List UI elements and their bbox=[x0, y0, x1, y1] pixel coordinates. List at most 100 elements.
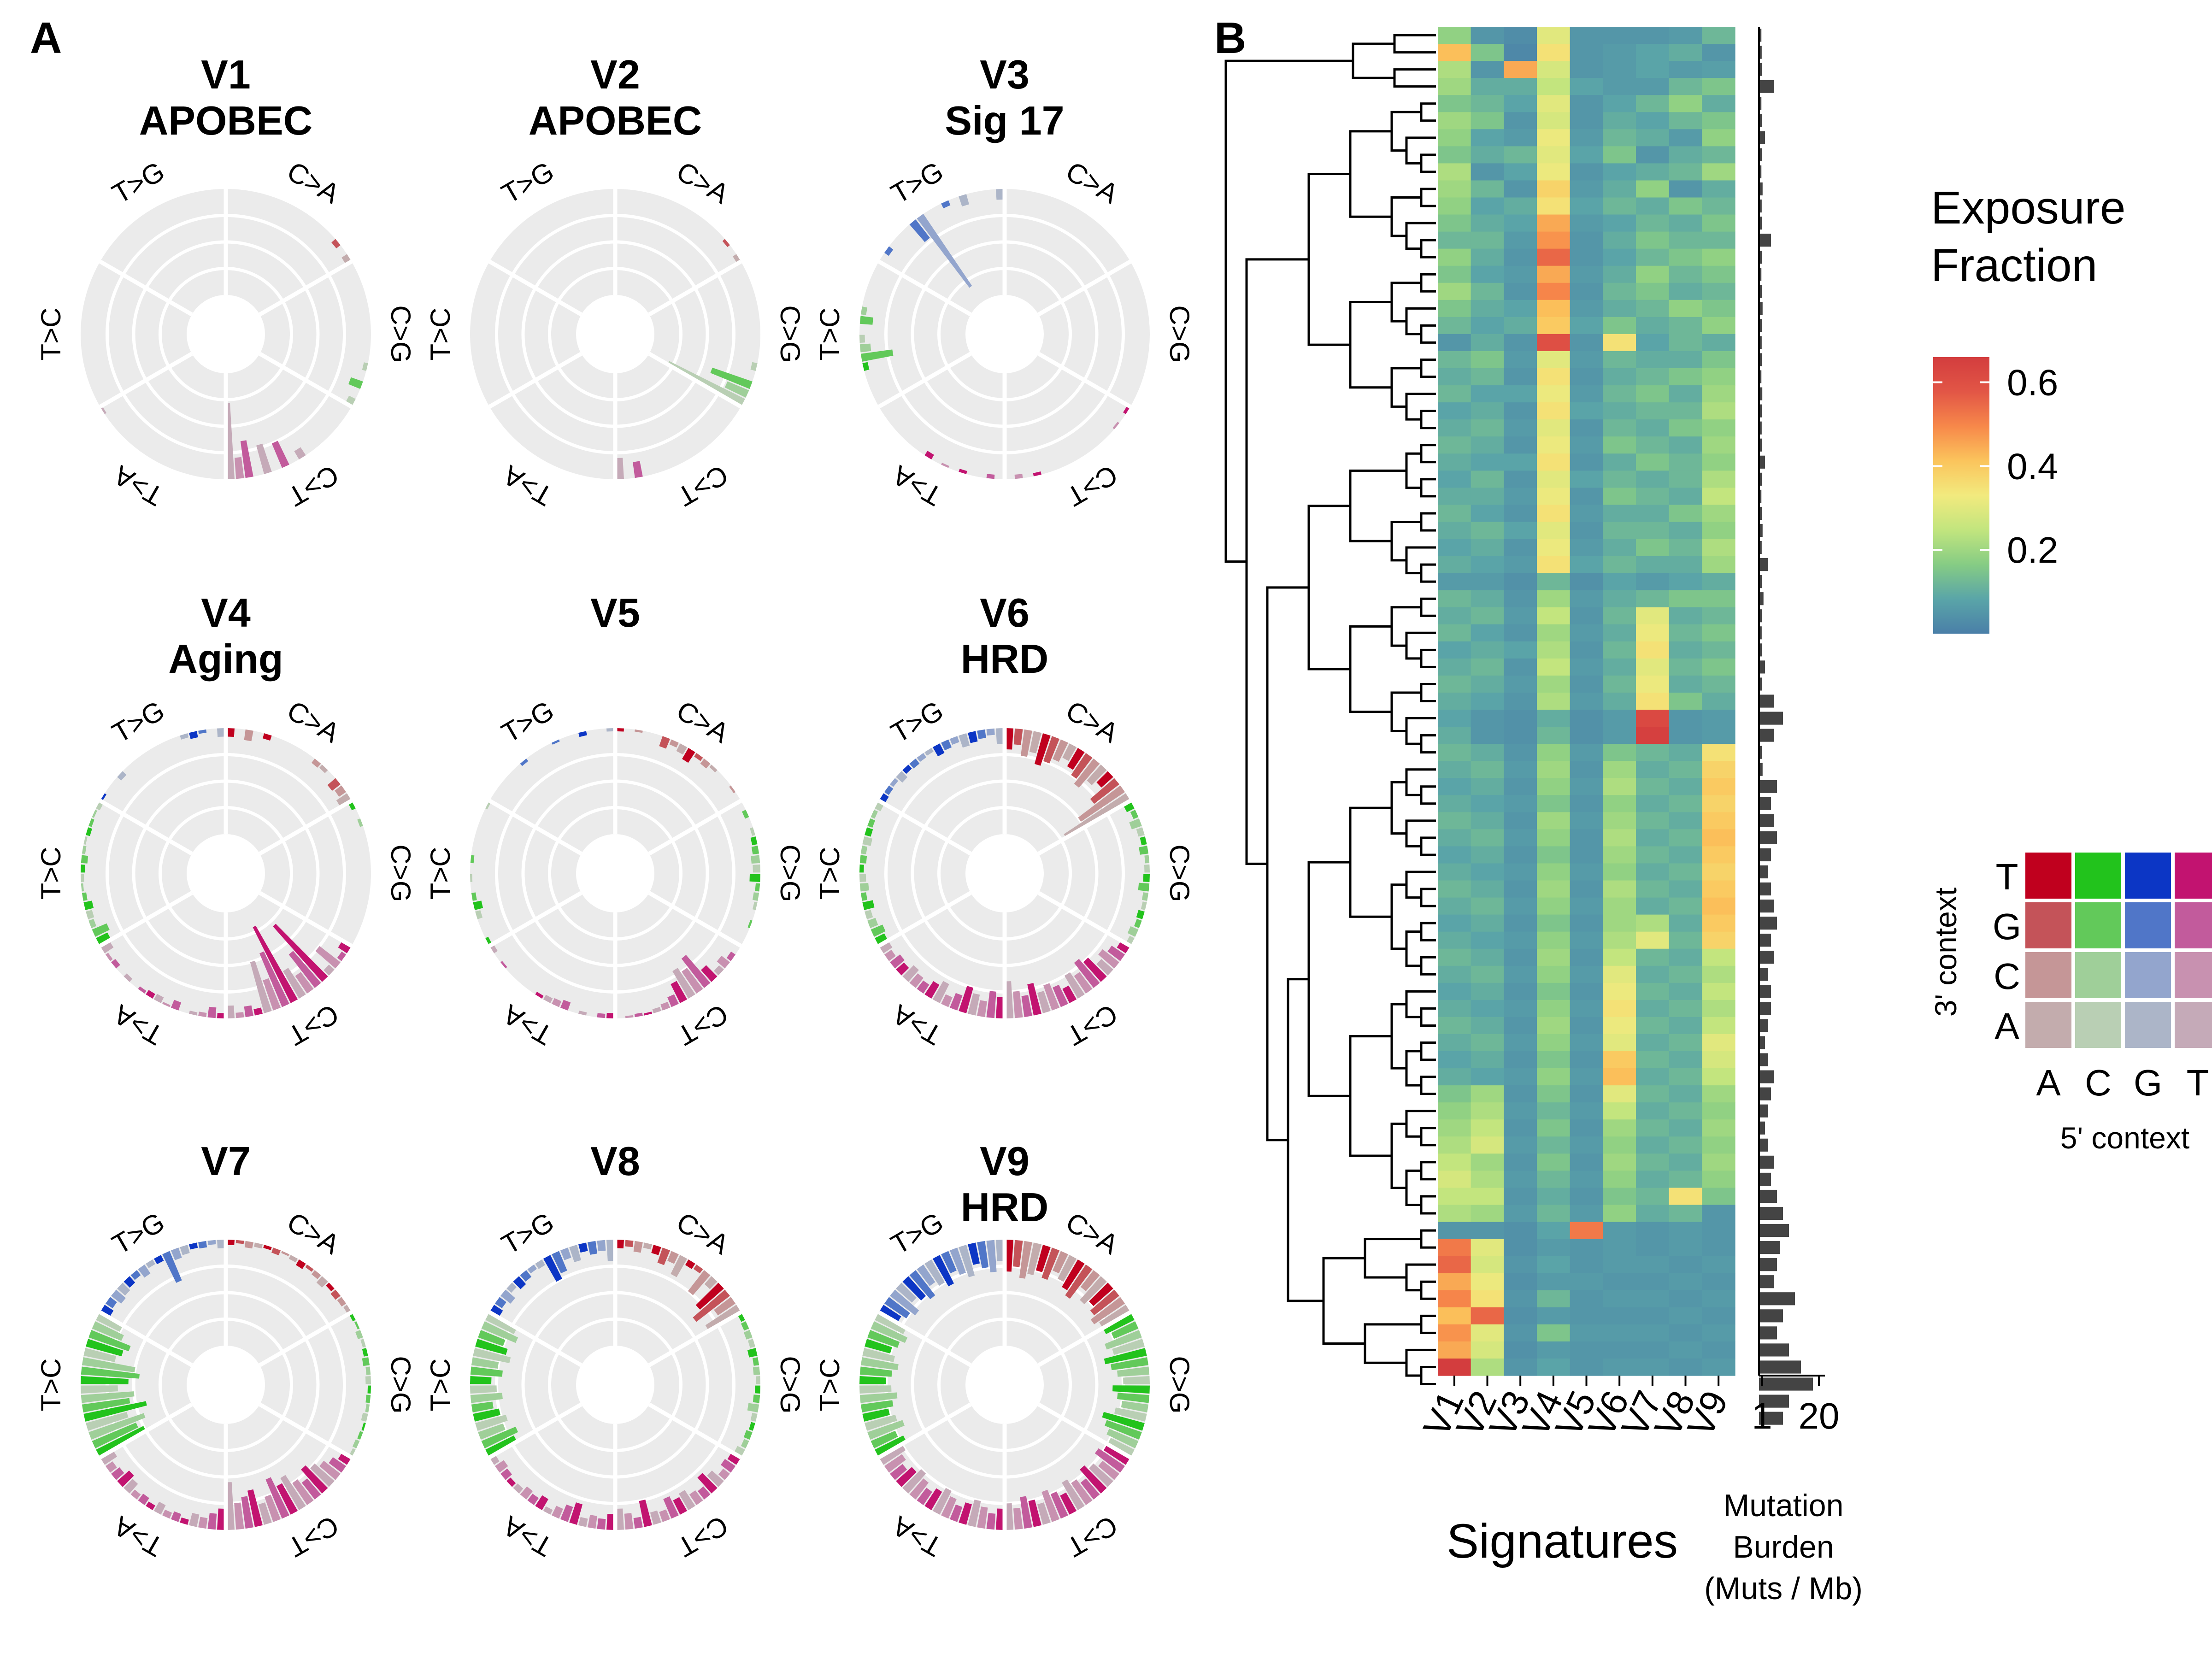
signature-bar bbox=[896, 771, 908, 783]
heatmap-cell bbox=[1702, 1188, 1735, 1206]
signature-bar bbox=[941, 739, 952, 751]
signature-bar bbox=[667, 361, 745, 406]
heatmap-cell bbox=[1603, 675, 1636, 693]
heatmap-cell bbox=[1570, 1068, 1603, 1086]
signature-bar bbox=[265, 1494, 281, 1522]
signature-bar bbox=[949, 993, 963, 1011]
heatmap-cell bbox=[1438, 1153, 1471, 1171]
signature-bar bbox=[959, 469, 967, 474]
heatmap-cell bbox=[1570, 317, 1603, 335]
burden-bar bbox=[1759, 951, 1774, 964]
signature-bar bbox=[1089, 1282, 1113, 1306]
heatmap-cell bbox=[1603, 1000, 1636, 1018]
signature-bar bbox=[909, 973, 924, 988]
heatmap-cell bbox=[1570, 1153, 1603, 1171]
dendrogram-link bbox=[1420, 1229, 1436, 1249]
heatmap-cell bbox=[1471, 1119, 1504, 1137]
heatmap-cell bbox=[1537, 982, 1571, 1000]
signature-bar bbox=[1140, 836, 1147, 846]
signature-bar bbox=[578, 1517, 588, 1527]
heatmap-cell bbox=[1504, 727, 1537, 744]
heatmap-cell bbox=[1537, 436, 1571, 454]
dendrogram-link bbox=[1349, 130, 1392, 218]
radial-plot: C>AC>GC>TT>AT>CT>G bbox=[35, 695, 416, 1052]
context-color-swatch bbox=[2075, 1002, 2121, 1048]
heatmap-cell bbox=[1669, 590, 1702, 608]
signature-bar bbox=[917, 1265, 935, 1286]
heatmap-cell bbox=[1537, 948, 1571, 966]
signature-bar bbox=[552, 998, 562, 1007]
signature-bar bbox=[1005, 981, 1013, 1018]
colorbar-tick-label: 0.4 bbox=[2007, 446, 2058, 487]
heatmap-cell bbox=[1669, 419, 1702, 437]
heatmap-cell bbox=[1537, 522, 1571, 540]
heatmap-cell bbox=[1636, 231, 1670, 249]
heatmap-cell bbox=[1702, 590, 1735, 608]
heatmap-cell bbox=[1537, 795, 1571, 812]
heatmap-cell bbox=[1636, 1239, 1670, 1257]
heatmap-cell bbox=[1636, 1017, 1670, 1035]
signature-bar bbox=[500, 1289, 515, 1304]
heatmap-cell bbox=[1603, 471, 1636, 488]
heatmap-cell bbox=[1669, 1188, 1702, 1206]
signature-bar bbox=[1105, 1330, 1142, 1350]
radial-class-label: C>G bbox=[385, 844, 416, 902]
signature-bar bbox=[88, 1330, 131, 1352]
heatmap-cell bbox=[1669, 675, 1702, 693]
heatmap-cell bbox=[1570, 95, 1603, 112]
heatmap-cell bbox=[1570, 265, 1603, 283]
heatmap-cell bbox=[1537, 180, 1571, 198]
heatmap-cell bbox=[1636, 112, 1670, 129]
heatmap-cell bbox=[1504, 61, 1537, 78]
heatmap-cell bbox=[1471, 897, 1504, 915]
signature-bar bbox=[506, 1477, 516, 1487]
heatmap-cell bbox=[1570, 180, 1603, 198]
signature-bar bbox=[520, 1486, 533, 1500]
signature-bar bbox=[478, 1330, 506, 1346]
heatmap-cell bbox=[1702, 197, 1735, 215]
heatmap-cell bbox=[1636, 1341, 1670, 1359]
signature-bar bbox=[470, 1385, 497, 1394]
heatmap-cell bbox=[1504, 112, 1537, 129]
heatmap-cell bbox=[1603, 914, 1636, 932]
heatmap-cell bbox=[1471, 965, 1504, 983]
heatmap-cell bbox=[1438, 965, 1471, 983]
heatmap-cell bbox=[1702, 317, 1735, 335]
signature-bar bbox=[860, 1357, 899, 1371]
signature-bar bbox=[86, 1412, 129, 1431]
heatmap-cell bbox=[1669, 488, 1702, 506]
context-x-title: 5' context bbox=[2060, 1121, 2189, 1155]
heatmap-cell bbox=[1570, 880, 1603, 898]
signature-bar bbox=[932, 1488, 952, 1515]
heatmap-cell bbox=[1471, 265, 1504, 283]
signature-bar bbox=[506, 1282, 517, 1293]
heatmap-cell bbox=[1636, 795, 1670, 812]
signature-bar bbox=[280, 1475, 306, 1510]
heatmap-cell bbox=[1504, 965, 1537, 983]
signature-bar bbox=[253, 925, 298, 1003]
burden-bar bbox=[1759, 677, 1762, 691]
heatmap-cell bbox=[1669, 282, 1702, 300]
heatmap-cell bbox=[1504, 1017, 1537, 1035]
signature-bar bbox=[996, 728, 1004, 745]
heatmap-cell bbox=[1537, 1307, 1571, 1325]
signature-bar bbox=[1143, 874, 1150, 882]
context-color-swatch bbox=[2125, 853, 2171, 899]
signature-bar bbox=[727, 1453, 741, 1465]
signature-bar bbox=[867, 918, 878, 929]
signature-bar bbox=[319, 765, 328, 773]
heatmap-cell bbox=[1702, 539, 1735, 557]
heatmap-cell bbox=[1702, 214, 1735, 232]
dendrogram-link bbox=[1420, 1314, 1436, 1334]
radial-center-hole bbox=[187, 834, 265, 912]
radial-panel-v7: V7C>AC>GC>TT>AT>CT>G bbox=[35, 1138, 416, 1563]
heatmap-cell bbox=[1603, 897, 1636, 915]
heatmap-cell bbox=[1603, 265, 1636, 283]
heatmap-cell bbox=[1471, 436, 1504, 454]
heatmap-cell bbox=[1471, 351, 1504, 369]
heatmap-cell bbox=[1471, 95, 1504, 112]
heatmap-cell bbox=[1636, 248, 1670, 266]
signature-bar bbox=[305, 1265, 314, 1272]
heatmap-cell bbox=[1636, 44, 1670, 61]
heatmap-cell bbox=[1504, 471, 1537, 488]
